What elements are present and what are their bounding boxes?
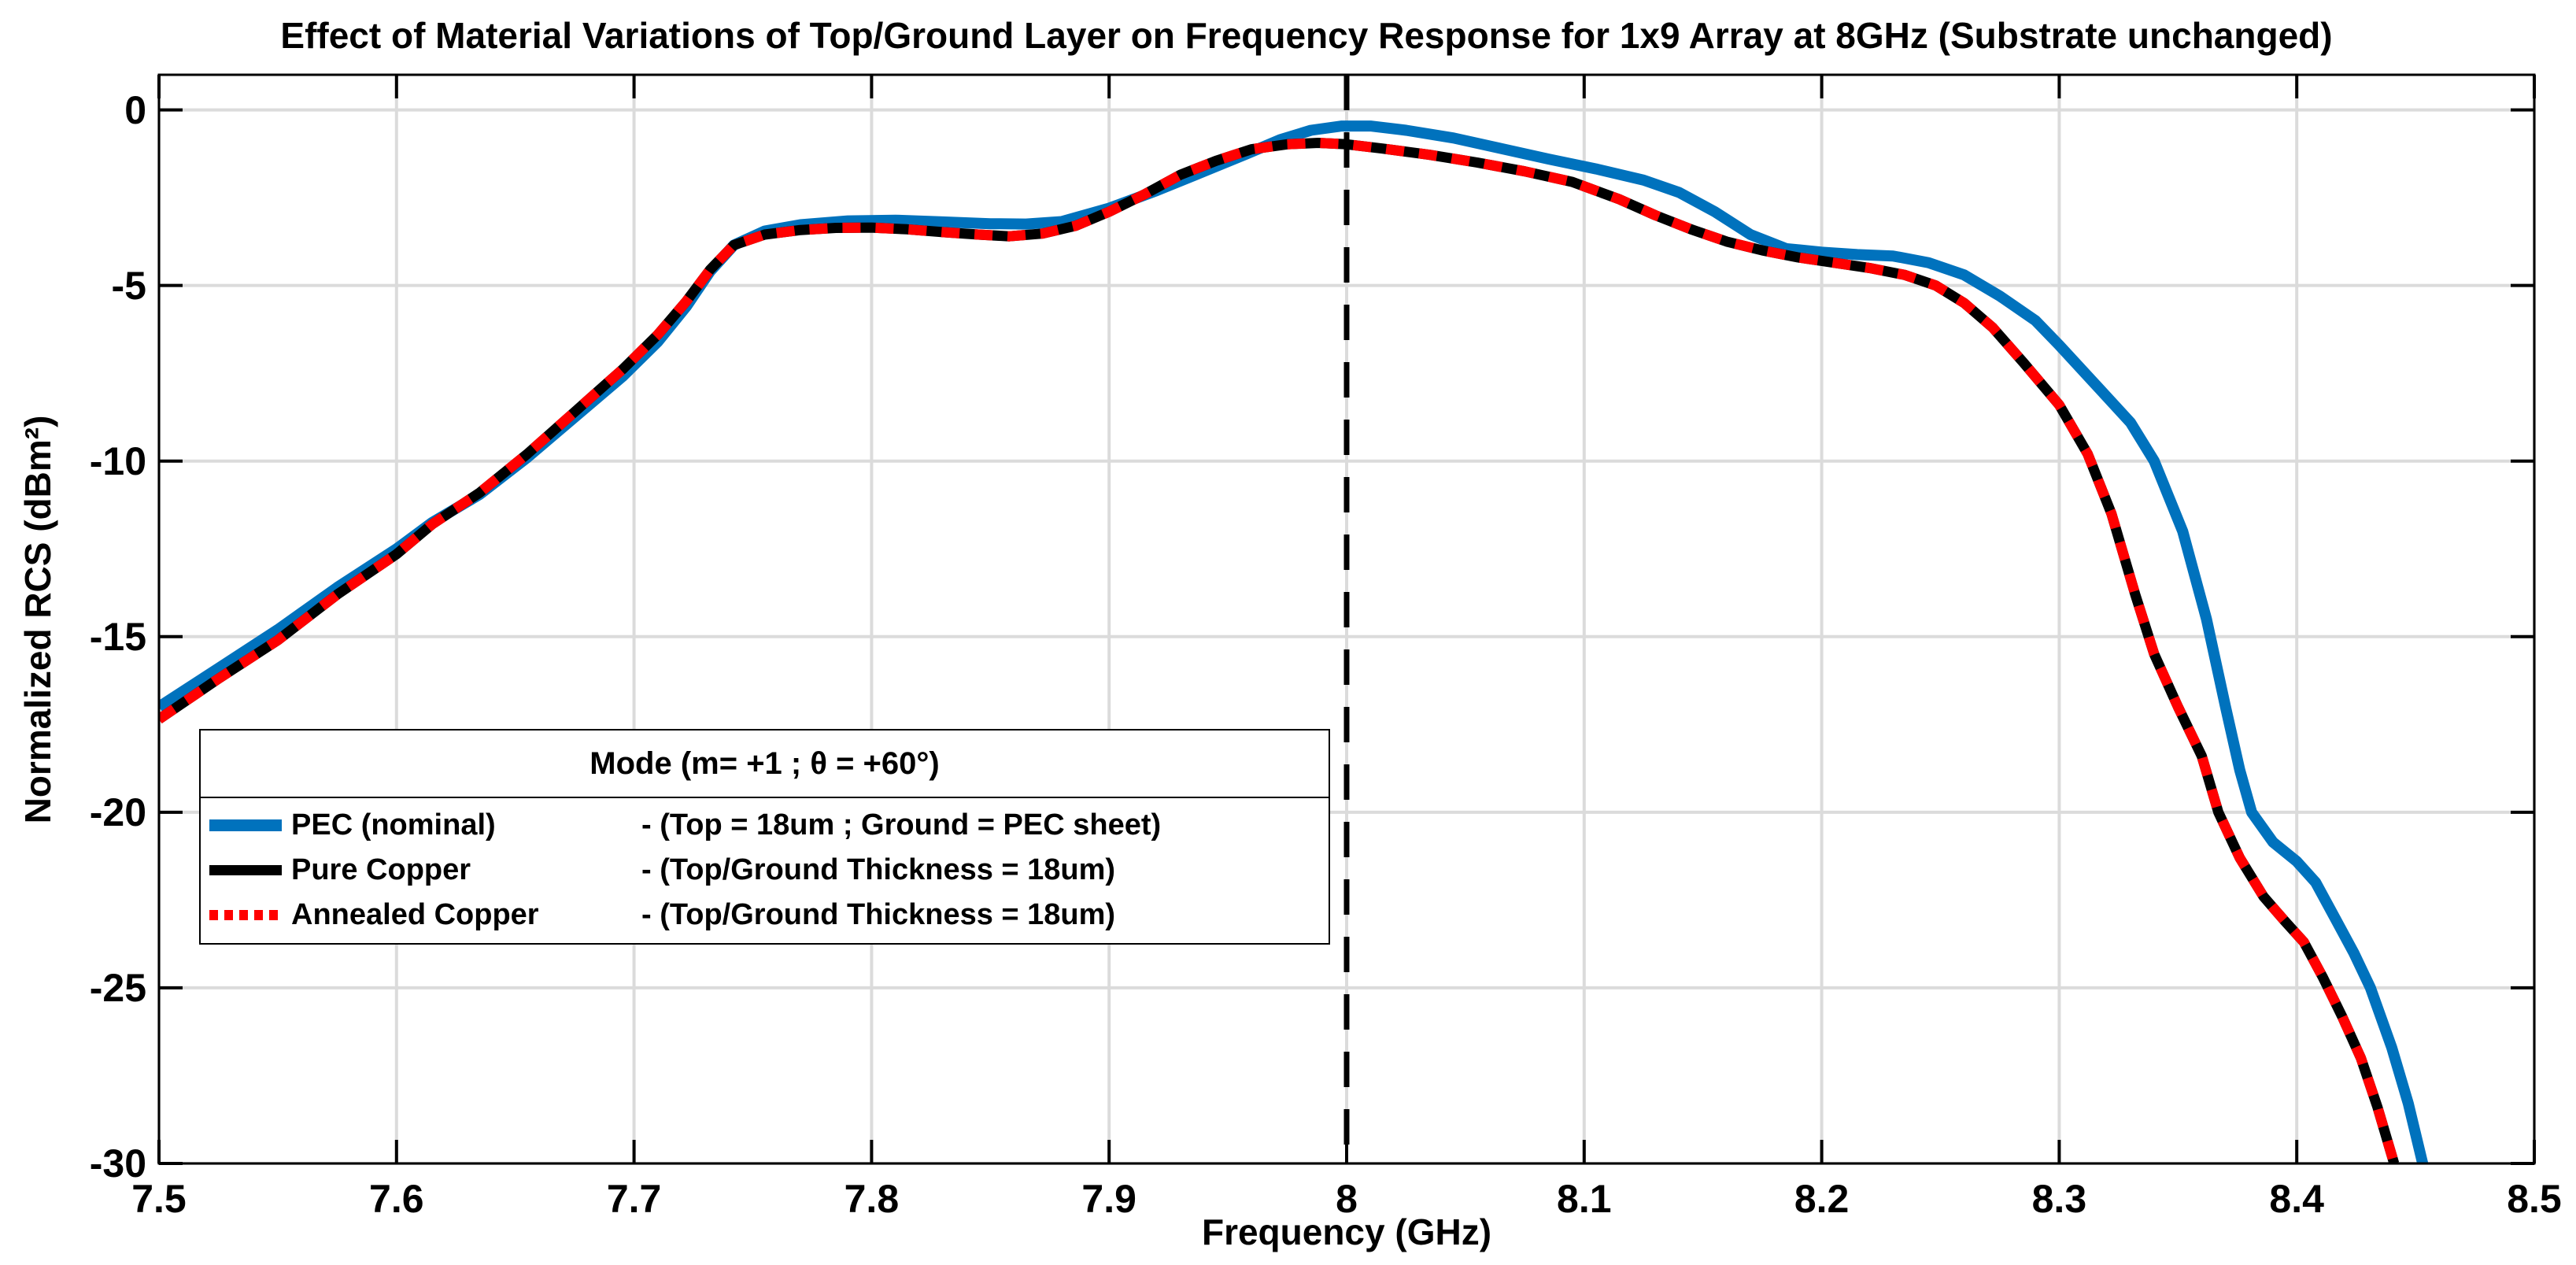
legend-desc: - (Top = 18um ; Ground = PEC sheet) — [641, 808, 1162, 841]
x-tick-label: 7.7 — [606, 1177, 662, 1221]
legend: Mode (m= +1 ; θ = +60°) PEC (nominal) - … — [199, 729, 1330, 945]
legend-row-pec: PEC (nominal) - (Top = 18um ; Ground = P… — [201, 803, 1329, 848]
y-tick-label: 0 — [124, 87, 146, 132]
chart-title: Effect of Material Variations of Top/Gro… — [280, 15, 2333, 56]
legend-row-pure-copper: Pure Copper - (Top/Ground Thickness = 18… — [201, 848, 1329, 893]
legend-rows: PEC (nominal) - (Top = 18um ; Ground = P… — [201, 798, 1329, 938]
data-series — [159, 120, 2429, 1163]
y-tick-label: -30 — [89, 1141, 146, 1185]
y-tick-label: -5 — [111, 263, 146, 308]
annealed-copper-line-swatch-icon — [209, 910, 282, 920]
y-tick-label: -15 — [89, 614, 146, 659]
x-tick-label: 8.1 — [1557, 1177, 1612, 1221]
y-tick-label: -10 — [89, 438, 146, 483]
x-tick-label: 8.2 — [1794, 1177, 1850, 1221]
x-axis-label: Frequency (GHz) — [1201, 1211, 1492, 1252]
x-tick-label: 7.5 — [131, 1177, 187, 1221]
tick-marks — [157, 75, 2536, 1165]
legend-desc: - (Top/Ground Thickness = 18um) — [641, 898, 1116, 931]
y-tick-label: -25 — [89, 965, 146, 1010]
x-tick-label: 7.8 — [844, 1177, 900, 1221]
pure-copper-line-swatch-icon — [209, 865, 282, 875]
x-tick-label: 7.9 — [1081, 1177, 1136, 1221]
y-tick-label: -20 — [89, 790, 146, 834]
x-tick-label: 7.6 — [369, 1177, 424, 1221]
legend-label: PEC (nominal) — [291, 808, 496, 841]
x-tick-label: 8.3 — [2031, 1177, 2087, 1221]
legend-desc: - (Top/Ground Thickness = 18um) — [641, 853, 1116, 886]
x-tick-label: 8 — [1336, 1177, 1358, 1221]
series-line-annealed-copper — [159, 138, 2400, 1163]
pec-line-swatch-icon — [209, 819, 282, 831]
legend-label: Pure Copper — [291, 853, 471, 886]
x-tick-label: 8.5 — [2507, 1177, 2562, 1221]
x-tick-label: 8.4 — [2269, 1177, 2324, 1221]
legend-title: Mode (m= +1 ; θ = +60°) — [201, 731, 1329, 798]
legend-label: Annealed Copper — [291, 898, 539, 931]
legend-row-annealed-copper: Annealed Copper - (Top/Ground Thickness … — [201, 893, 1329, 938]
